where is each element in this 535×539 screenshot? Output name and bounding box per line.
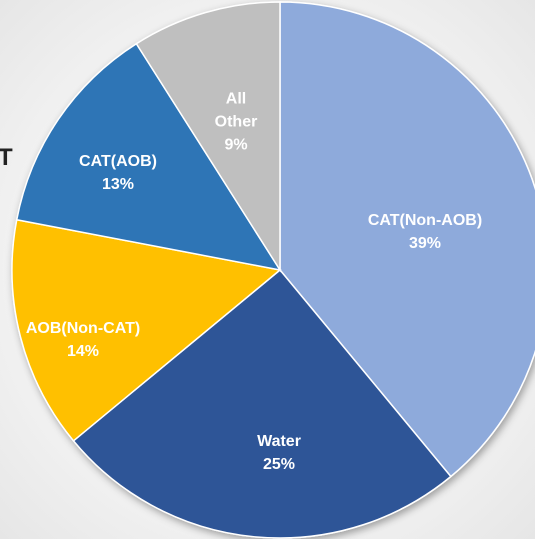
category-label: CAT(Non-AOB) [367,212,483,229]
value-label: 13% [101,176,135,193]
pie-slice [15,42,282,272]
pie-slice [72,268,452,539]
pie-slice [11,218,282,442]
slice-label: CAT(Non-AOB) 39% [355,209,495,255]
value-label: 14% [66,343,100,360]
pie-slice [279,1,535,478]
category-label: CAT(AOB) [79,153,157,170]
slice-label: CAT(AOB) 13% [48,150,188,196]
slice-label: All Other 9% [166,88,306,157]
category-label: AOB(Non-CAT) [25,320,141,337]
value-label: 9% [224,136,248,154]
pie [11,1,535,539]
value-label: 39% [408,235,442,252]
category-label: Water [257,433,301,450]
slice-label: Water 25% [209,430,349,476]
slice-label: AOB(Non-CAT) 14% [13,317,153,363]
category-label: All Other [214,90,258,131]
chart-title: T [0,144,13,171]
value-label: 25% [262,456,296,473]
pie-slice [135,1,281,273]
